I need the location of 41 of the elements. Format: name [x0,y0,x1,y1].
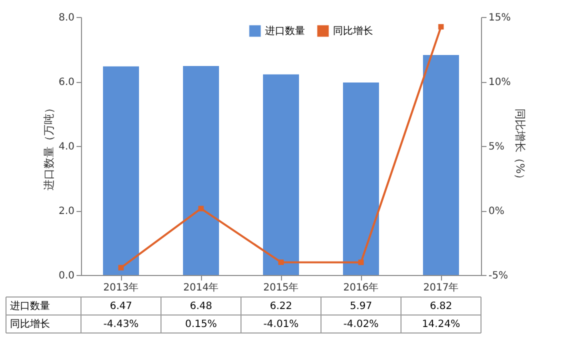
bar [183,66,219,275]
point [118,264,124,270]
x-tick-label: 2016年 [343,282,379,294]
legend-label: 同比增长 [333,25,373,37]
point [278,259,284,265]
y-tick-label: 2.0 [58,206,74,217]
legend-label: 进口数量 [265,25,305,37]
bar [263,74,299,275]
y-tick-label: 0.0 [58,270,74,282]
x-tick-label: 2014年 [183,282,219,294]
y-tick-label: 8.0 [58,12,74,24]
x-tick-label: 2015年 [263,282,299,294]
point [438,24,444,30]
data-label: 6.47 [110,301,132,312]
y2-tick-label: 0% [488,206,504,217]
point [198,206,204,212]
data-label: 5.97 [350,301,372,312]
text: 同比增长 [10,319,50,330]
y2-tick-label: -5% [488,270,508,282]
point [358,260,364,266]
y-tick-label: 4.0 [58,142,74,152]
y-axis-title: 进口数量（万吨） [42,102,56,190]
data-label: 0.15% [185,319,217,330]
bar [343,82,379,275]
y-tick-label: 6.0 [58,77,74,88]
y2-axis-title: 同比增长（%） [514,108,527,185]
data-label: 6.48 [190,301,212,312]
data-label: -4.02% [343,319,379,330]
y2-tick-label: 5% [488,142,504,152]
data-label: -4.01% [263,319,299,330]
y2-tick-label: 15% [488,12,511,24]
bar [423,55,459,275]
x-tick-label: 2017年 [423,282,459,294]
data-label: -4.43% [103,319,139,330]
text: 进口数量 [10,301,50,312]
data-label: 6.22 [270,301,292,312]
y2-tick-label: 10% [488,77,511,88]
x-tick-label: 2013年 [103,282,139,294]
data-label: 6.82 [430,301,452,312]
bar [103,66,139,275]
data-label: 14.24% [422,319,460,330]
